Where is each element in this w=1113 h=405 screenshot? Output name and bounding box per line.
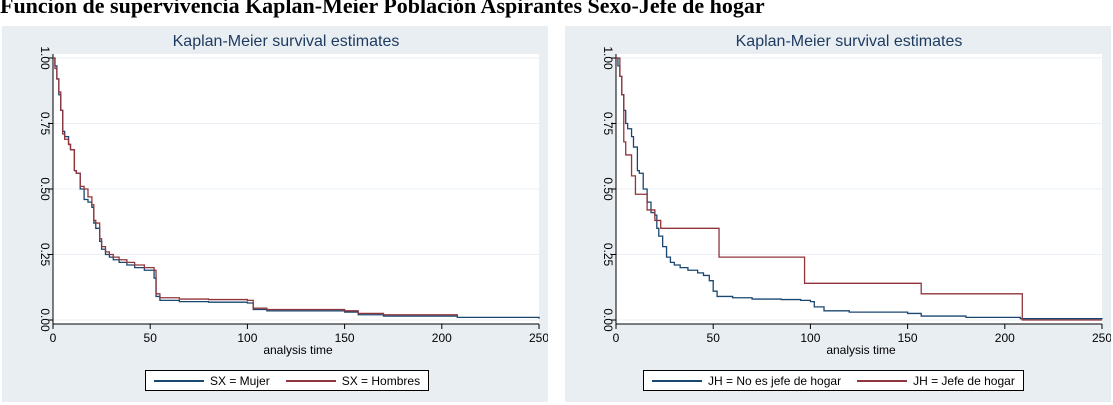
x-axis-label: analysis time	[826, 343, 896, 357]
y-tick-label: 0.25	[601, 243, 615, 267]
series-line-jefe-hogar-0	[616, 57, 1103, 320]
legend-swatch	[154, 379, 204, 382]
x-tick-label: 50	[707, 331, 721, 345]
km-chart-sexo: Kaplan-Meier survival estimates 0.00 0.25 0…	[2, 26, 548, 402]
series-line-jefe-hogar-1	[616, 57, 1102, 321]
x-tick-label: 0	[50, 331, 57, 345]
x-tick-label: 200	[432, 331, 452, 345]
legend-jefe-hogar: JH = No es jefe de hogar JH = Jefe de hog…	[643, 370, 1024, 391]
x-tick-label: 250	[529, 331, 548, 345]
legend-item: SX = Mujer	[154, 374, 270, 388]
x-axis-label: analysis time	[263, 343, 333, 357]
page-title: Funcion de supervivencia Kaplan-Meier Po…	[0, 0, 765, 18]
chart-title: Kaplan-Meier survival estimates	[736, 33, 963, 50]
y-tick-label: 0.00	[38, 308, 52, 332]
x-tick-label: 150	[898, 331, 918, 345]
legend-label: SX = Mujer	[210, 373, 270, 388]
km-plot-jefe-hogar: Kaplan-Meier survival estimates 0.00 0.25 0…	[601, 33, 1111, 357]
legend-label: JH = Jefe de hogar	[913, 373, 1015, 388]
legend-item: JH = Jefe de hogar	[857, 374, 1015, 388]
y-tick-label: 1.00	[601, 46, 615, 70]
legend-swatch	[652, 379, 702, 382]
x-tick-label: 100	[237, 331, 257, 345]
y-tick-label: 1.00	[38, 46, 52, 70]
x-tick-label: 50	[144, 331, 158, 345]
x-tick-label: 150	[335, 331, 355, 345]
legend-swatch	[857, 379, 908, 382]
legend-item: JH = No es jefe de hogar	[652, 374, 841, 388]
km-chart-jefe-hogar: Kaplan-Meier survival estimates 0.00 0.25 0…	[565, 26, 1111, 402]
y-tick-label: 0.75	[601, 112, 615, 136]
km-plot-sexo: Kaplan-Meier survival estimates 0.00 0.25 0…	[38, 33, 548, 357]
legend-label: SX = Hombres	[341, 373, 421, 388]
x-tick-label: 250	[1092, 331, 1111, 345]
x-tick-label: 0	[613, 331, 620, 345]
legend-item: SX = Hombres	[285, 373, 421, 388]
series-line-sexo-1	[53, 57, 459, 318]
x-tick-label: 100	[800, 331, 820, 345]
y-tick-label: 0.00	[601, 308, 615, 332]
legend-sexo: SX = Mujer SX = Hombres	[145, 370, 430, 391]
x-tick-label: 200	[995, 331, 1015, 345]
chart-title: Kaplan-Meier survival estimates	[173, 33, 400, 50]
legend-label: JH = No es jefe de hogar	[708, 373, 842, 388]
y-tick-label: 0.25	[38, 243, 52, 267]
legend-swatch	[285, 379, 336, 382]
y-tick-label: 0.75	[38, 112, 52, 136]
y-tick-label: 0.50	[38, 177, 52, 201]
y-tick-label: 0.50	[601, 177, 615, 201]
